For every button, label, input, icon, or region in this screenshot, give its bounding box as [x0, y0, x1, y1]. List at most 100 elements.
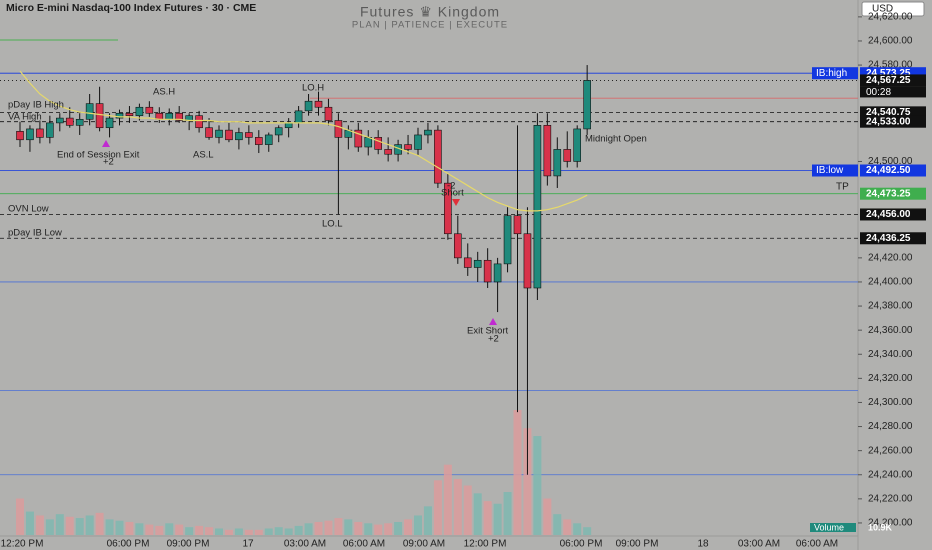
candle-body [444, 182, 452, 235]
y-tick-label: 24,400.00 [868, 277, 913, 288]
x-tick-label: 03:00 AM [738, 539, 780, 550]
price-tag-name: IB:low [816, 165, 844, 176]
y-tick-label: 24,380.00 [868, 301, 913, 312]
annotation: OVN Low [8, 204, 49, 215]
price-tag [860, 74, 926, 87]
volume-bar [294, 525, 303, 535]
y-tick-label: 24,420.00 [868, 253, 913, 264]
y-tick-label: 24,320.00 [868, 373, 913, 384]
plot: 24,620.0024,600.0024,580.0024,500.0024,4… [0, 12, 926, 550]
candle-body [453, 233, 462, 259]
volume-bar [175, 524, 184, 535]
y-tick-label: 24,240.00 [868, 469, 913, 480]
candle-body [324, 106, 333, 121]
volume-bar [583, 527, 592, 535]
annotation: pDay IB High [8, 100, 64, 111]
candle-body [533, 125, 542, 289]
candle-body [16, 131, 24, 141]
candle-body [274, 127, 283, 136]
y-tick-label: 24,280.00 [868, 421, 913, 432]
candle-body [463, 257, 472, 268]
volume-bar [563, 519, 572, 535]
annotation: +2 [103, 157, 114, 168]
volume-bar [95, 512, 104, 535]
price-tag [860, 164, 926, 177]
candle-body [105, 117, 114, 129]
volume-bar [85, 515, 94, 535]
annotation: AS.H [153, 87, 175, 98]
price-tag-label: 24,573.25 [866, 68, 911, 79]
volume-bar [314, 521, 323, 535]
candle-body [36, 128, 44, 138]
volume-bar [503, 492, 512, 535]
volume-bar [254, 529, 263, 535]
price-tag-label: 24,456.00 [866, 209, 911, 220]
x-tick-label: 06:00 AM [796, 539, 838, 550]
candle-body [314, 100, 323, 108]
trade-marker [489, 318, 497, 325]
candle-body [483, 259, 492, 283]
y-tick-label: 24,300.00 [868, 397, 913, 408]
candle-body [414, 134, 422, 150]
annotation: LO.L [322, 219, 343, 230]
volume-bar [195, 525, 204, 535]
volume-bar [533, 436, 542, 535]
candle-body [95, 103, 104, 129]
annotation: Exit Short [467, 326, 509, 337]
timer: 00:28 [866, 87, 891, 98]
watermark-subtitle: PLAN | PATIENCE | EXECUTE [352, 20, 508, 31]
currency-box[interactable] [861, 1, 925, 17]
y-tick-label: 24,360.00 [868, 325, 913, 336]
candle-body [264, 134, 273, 145]
volume-bar [543, 498, 552, 535]
price-tag-label: 24,567.25 [866, 75, 911, 86]
price-tag [860, 106, 926, 119]
candle-body [205, 127, 213, 138]
price-tag-label: 24,492.50 [866, 165, 911, 176]
price-tag-label: 24,436.25 [866, 233, 911, 244]
trade-marker [452, 199, 460, 206]
volume-bar [354, 521, 363, 535]
volume-bar [45, 519, 54, 535]
candle-body [513, 215, 522, 235]
candle-body [245, 132, 253, 138]
volume-bar [16, 498, 24, 535]
candle-body [46, 122, 54, 138]
candle-body [354, 129, 363, 148]
candle-body [304, 100, 313, 112]
candle-body [573, 128, 582, 162]
price-tag [860, 115, 926, 128]
candle-body [165, 112, 174, 120]
volume-tag-box [810, 523, 856, 532]
volume-bar [374, 524, 383, 535]
candle-body [553, 149, 562, 177]
x-tick-label: 03:00 AM [284, 539, 326, 550]
volume-bar [35, 515, 44, 535]
candle-body [175, 112, 183, 121]
volume-bar [344, 519, 353, 535]
candle-body [85, 103, 94, 120]
volume-bar [244, 529, 253, 535]
volume-bar [25, 511, 34, 535]
volume-bar [75, 518, 84, 535]
volume-bar [215, 528, 223, 535]
price-tag-label: 24,540.75 [866, 107, 911, 118]
x-tick-label: 09:00 PM [167, 539, 210, 550]
price-tag-label: 24,473.25 [866, 188, 911, 199]
volume-label: Volume [814, 522, 844, 532]
volume-bar [384, 523, 393, 535]
candle-body [404, 144, 412, 150]
chart-title: Micro E-mini Nasdaq-100 Index Futures · … [6, 2, 256, 14]
volume-bar [523, 428, 532, 535]
currency[interactable]: USD [872, 4, 893, 15]
volume-bar [414, 515, 422, 535]
y-tick-label: 24,620.00 [868, 12, 913, 23]
volume-bar [513, 410, 522, 535]
y-tick-label: 24,200.00 [868, 518, 913, 529]
volume-bar [483, 501, 492, 535]
y-tick-label: 24,260.00 [868, 445, 913, 456]
volume-bar [205, 527, 214, 535]
volume-bar [404, 519, 413, 535]
volume-bar [185, 527, 194, 535]
candle-body [334, 120, 343, 138]
